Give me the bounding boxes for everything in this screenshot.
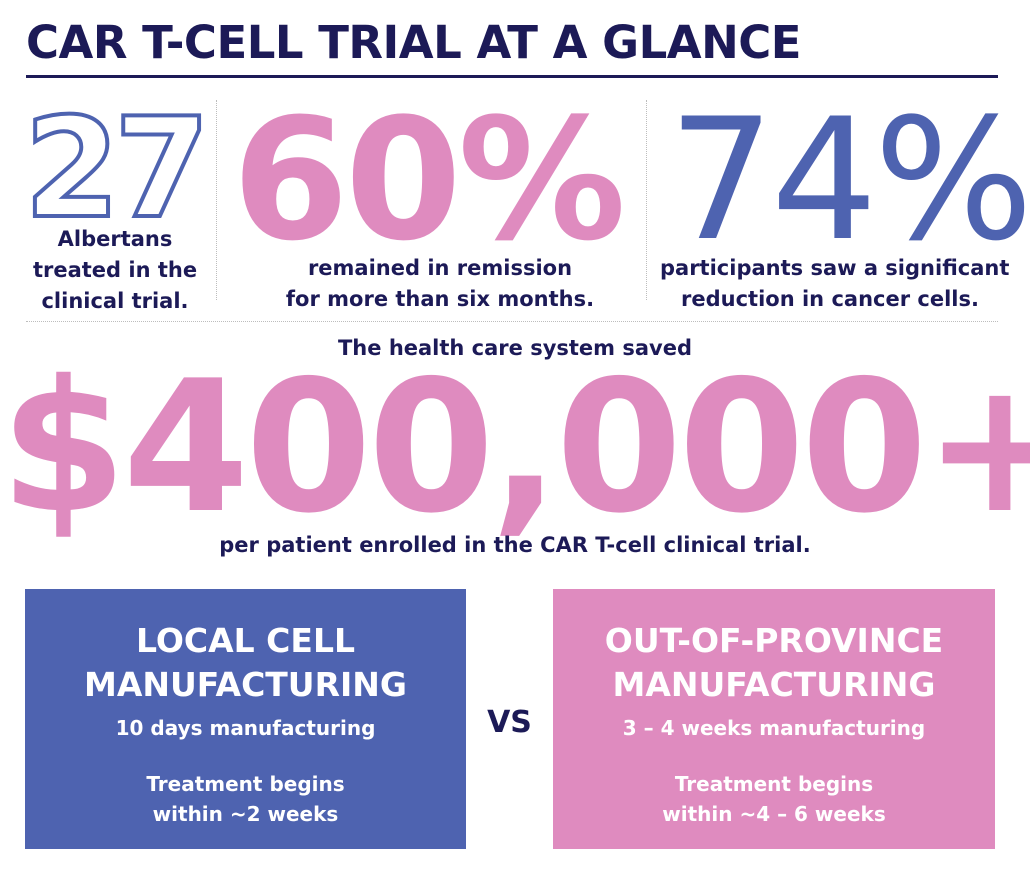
out-manufacturing-time: 3 – 4 weeks manufacturing (622, 716, 926, 740)
title-line: MANUFACTURING (83, 665, 407, 704)
savings-outro: per patient enrolled in the CAR T-cell c… (219, 533, 811, 557)
vs-label: VS (487, 705, 532, 740)
stat-27-value: 27 (22, 88, 212, 249)
local-treatment-start: Treatment begins within ~2 weeks (25, 769, 466, 829)
caption-line: Albertans (57, 227, 173, 251)
stat-27-caption: Albertans treated in the clinical trial. (20, 224, 210, 317)
out-treatment-start: Treatment begins within ~4 – 6 weeks (553, 769, 995, 829)
title-underline (26, 75, 998, 78)
page-title: CAR T-CELL TRIAL AT A GLANCE (26, 16, 802, 69)
stat-60-caption: remained in remission for more than six … (240, 253, 640, 315)
section-divider (26, 321, 998, 322)
column-divider-2 (646, 100, 647, 300)
stat-60-value: 60% (232, 82, 626, 278)
out-box-title: OUT-OF-PROVINCE MANUFACTURING (553, 619, 995, 707)
caption-line: for more than six months. (285, 287, 595, 311)
treatment-line: Treatment begins (674, 772, 874, 796)
treatment-line: within ~2 weeks (152, 802, 339, 826)
stat-74-caption: participants saw a significant reduction… (660, 253, 1010, 315)
local-manufacturing-box: LOCAL CELL MANUFACTURING 10 days manufac… (25, 589, 466, 849)
caption-line: reduction in cancer cells. (681, 287, 979, 311)
stat-74-value: 74% (668, 82, 1030, 278)
local-manufacturing-time: 10 days manufacturing (115, 716, 376, 740)
treatment-line: Treatment begins (146, 772, 345, 796)
caption-line: remained in remission (307, 256, 573, 280)
column-divider-1 (216, 100, 217, 300)
savings-amount: $400,000+ (0, 341, 1030, 553)
title-line: MANUFACTURING (612, 665, 936, 704)
caption-line: participants saw a significant (660, 256, 1010, 280)
treatment-line: within ~4 – 6 weeks (662, 802, 886, 826)
savings-intro: The health care system saved (337, 336, 693, 360)
out-of-province-box: OUT-OF-PROVINCE MANUFACTURING 3 – 4 week… (553, 589, 995, 849)
caption-line: treated in the (32, 258, 198, 282)
title-line: OUT-OF-PROVINCE (604, 621, 944, 660)
title-line: LOCAL CELL (136, 621, 355, 660)
caption-line: clinical trial. (41, 289, 189, 313)
local-box-title: LOCAL CELL MANUFACTURING (25, 619, 466, 707)
